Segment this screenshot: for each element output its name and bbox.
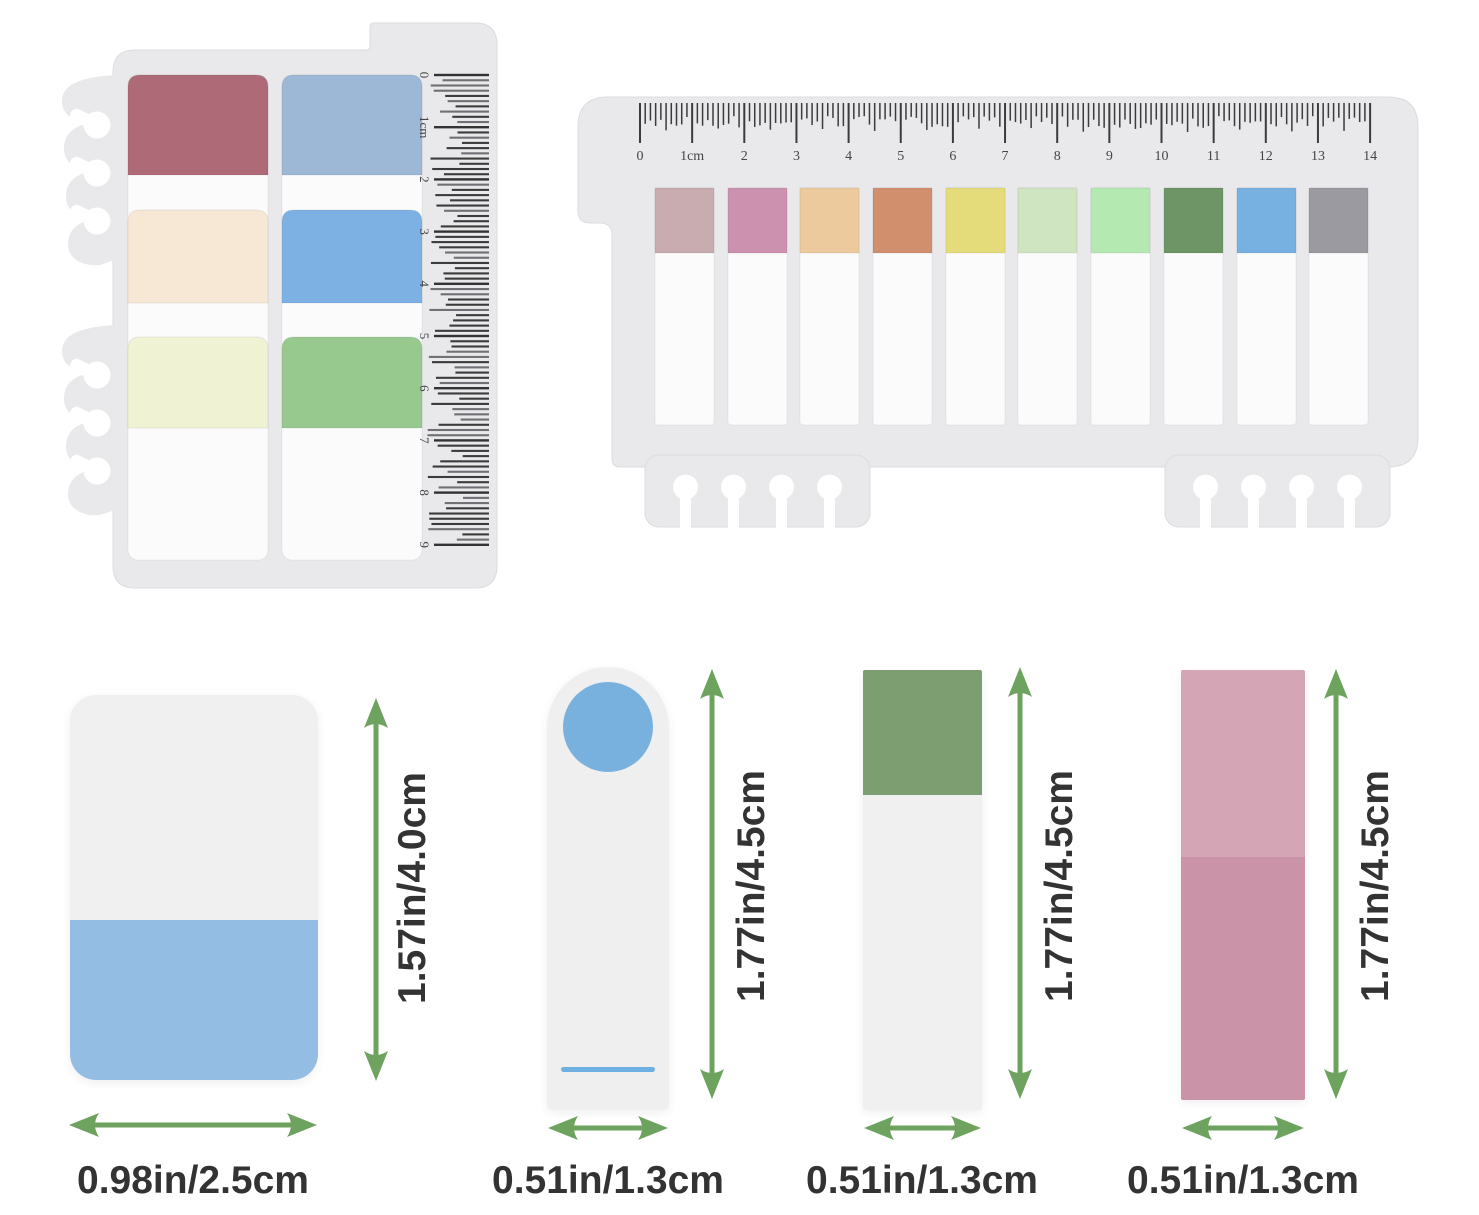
binder-hook-edge [62,75,115,516]
binder-finger-band [644,454,871,528]
tab-color-swatch [281,74,423,176]
tab-accent-bottom [70,920,318,1080]
tab-accent-line [561,1067,655,1072]
width-label: 0.51in/1.3cm [1127,1159,1359,1202]
svg-text:0: 0 [637,149,644,164]
tab-color-swatch [727,187,788,254]
tab-body [70,695,318,920]
svg-text:5: 5 [417,333,432,340]
index-tab [945,187,1006,426]
sample-pink-strip [1181,670,1305,1100]
width-arrow [69,1113,317,1137]
tab-accent-top [863,670,982,795]
svg-text:14: 14 [1363,149,1377,164]
index-tab [1308,187,1369,426]
tab-color-swatch [1236,187,1297,254]
svg-text:7: 7 [1002,149,1009,164]
svg-text:2: 2 [417,176,432,183]
tab-color-swatch [872,187,933,254]
vertical-cm-ruler: 0 1cm 2 3 4 5 6 7 8 9 [417,72,489,548]
svg-text:9: 9 [417,542,432,549]
height-label: 1.57in/4.0cm [391,772,434,1004]
svg-text:1cm: 1cm [417,116,432,138]
svg-text:9: 9 [1106,149,1113,164]
index-tab [1236,187,1297,426]
tab-sheet-wide: 0 1cm 2 3 4 5 6 7 8 9 10 11 12 13 14 [577,96,1419,535]
svg-text:13: 13 [1311,149,1325,164]
tab-color-swatch [654,187,715,254]
svg-text:5: 5 [897,149,904,164]
svg-text:11: 11 [1207,149,1220,164]
tab-color-swatch [1163,187,1224,254]
tab-body [1181,670,1305,857]
svg-text:8: 8 [1054,149,1061,164]
svg-text:7: 7 [417,437,432,444]
svg-text:10: 10 [1155,149,1169,164]
svg-text:1cm: 1cm [680,149,704,164]
svg-text:0: 0 [417,72,432,79]
index-tab [654,187,715,426]
width-arrow [548,1116,668,1140]
tab-color-swatch [127,209,269,304]
sample-green-top-strip [863,670,982,1110]
tab-color-swatch [127,74,269,176]
tab-color-swatch [1090,187,1151,254]
height-label: 1.77in/4.5cm [1038,770,1081,1002]
index-tab [1017,187,1078,426]
svg-text:6: 6 [949,149,956,164]
svg-text:6: 6 [417,385,432,392]
index-tab [1090,187,1151,426]
index-tab-row [654,187,1369,426]
svg-text:4: 4 [845,149,852,164]
height-arrow [1008,667,1032,1099]
tab-color-swatch [945,187,1006,254]
svg-text:2: 2 [741,149,748,164]
sample-large-tab [70,695,318,1080]
tab-color-swatch [1017,187,1078,254]
width-label: 0.51in/1.3cm [806,1159,1038,1202]
tab-color-swatch [127,336,269,429]
width-arrow [864,1116,981,1140]
index-tab [727,187,788,426]
width-arrow [1182,1116,1304,1140]
svg-text:4: 4 [417,281,432,288]
sample-round-top-strip [547,667,669,1110]
tab-hole-dot [563,682,653,772]
tab-sheet-small: 0 1cm 2 3 4 5 6 7 8 9 [62,22,498,589]
height-label: 1.77in/4.5cm [730,770,773,1002]
binder-keyholes [673,474,1362,535]
height-arrow [700,669,724,1099]
index-tab [799,187,860,426]
svg-text:3: 3 [417,228,432,235]
index-tab [1163,187,1224,426]
width-label: 0.98in/2.5cm [77,1159,309,1202]
width-label: 0.51in/1.3cm [492,1159,724,1202]
height-arrow [1324,669,1348,1099]
svg-text:8: 8 [417,489,432,496]
height-arrow [364,698,388,1081]
horizontal-cm-ruler: 0 1cm 2 3 4 5 6 7 8 9 10 11 12 13 14 [637,103,1377,164]
height-label: 1.77in/4.5cm [1354,770,1397,1002]
tab-accent-bottom [1181,857,1305,1100]
tab-body [863,795,982,1110]
tab-color-swatch [281,209,423,304]
svg-text:12: 12 [1259,149,1273,164]
tab-color-swatch [1308,187,1369,254]
index-tab [872,187,933,426]
tab-color-swatch [799,187,860,254]
tab-color-swatch [281,336,423,429]
svg-text:3: 3 [793,149,800,164]
binder-finger-band [1164,454,1391,528]
